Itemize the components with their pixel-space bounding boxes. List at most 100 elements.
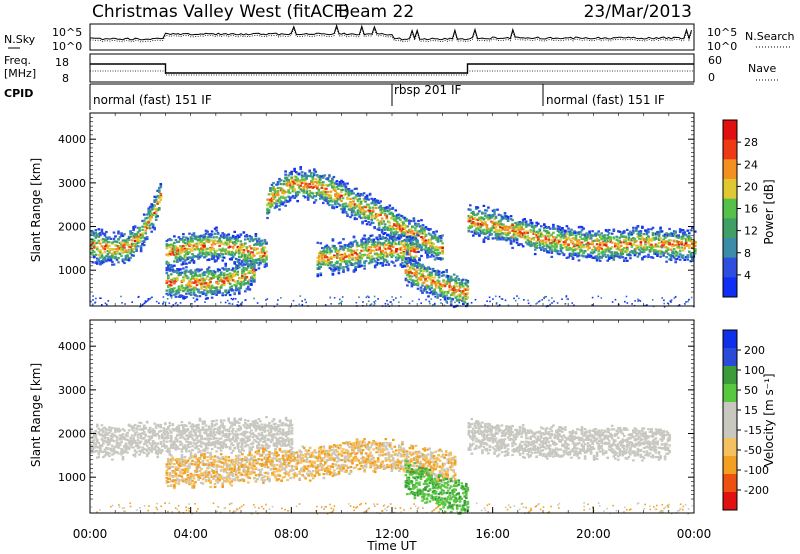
data-cell bbox=[189, 291, 193, 294]
data-cell bbox=[458, 301, 461, 304]
data-cell bbox=[141, 234, 144, 237]
data-cell bbox=[383, 228, 387, 231]
data-cell bbox=[570, 228, 573, 231]
data-cell bbox=[396, 214, 399, 217]
data-cell bbox=[377, 206, 381, 209]
data-cell bbox=[559, 236, 563, 239]
data-cell bbox=[168, 269, 172, 272]
data-cell bbox=[231, 245, 235, 249]
data-cell bbox=[349, 253, 353, 256]
data-cell bbox=[177, 291, 181, 294]
data-cell bbox=[339, 259, 342, 262]
data-cell bbox=[541, 239, 545, 242]
data-cell bbox=[497, 220, 501, 223]
data-cell bbox=[396, 253, 400, 256]
data-cell bbox=[341, 300, 343, 303]
data-cell bbox=[475, 207, 478, 210]
data-cell bbox=[221, 294, 224, 297]
data-cell bbox=[374, 203, 378, 206]
data-cell bbox=[197, 268, 200, 271]
data-cell bbox=[245, 260, 249, 264]
data-cell bbox=[177, 274, 181, 277]
data-cell bbox=[179, 238, 182, 241]
data-cell bbox=[136, 241, 140, 244]
data-cell bbox=[384, 243, 388, 247]
data-cell bbox=[335, 198, 339, 201]
data-cell bbox=[114, 244, 117, 247]
data-cell bbox=[470, 222, 474, 225]
data-cell bbox=[414, 242, 418, 245]
data-cell bbox=[330, 257, 333, 260]
data-cell bbox=[308, 182, 311, 185]
data-cell bbox=[265, 254, 268, 257]
data-cell bbox=[362, 205, 366, 208]
data-cell bbox=[394, 228, 398, 231]
data-cell bbox=[183, 250, 187, 253]
data-cell bbox=[571, 237, 575, 240]
data-cell bbox=[427, 273, 430, 276]
data-cell bbox=[206, 291, 209, 294]
data-cell bbox=[250, 266, 253, 269]
data-cell bbox=[212, 255, 215, 258]
data-cell bbox=[123, 261, 126, 265]
data-cell bbox=[174, 255, 178, 258]
data-cell bbox=[601, 244, 605, 247]
data-cell bbox=[612, 229, 616, 232]
data-cell bbox=[546, 232, 549, 235]
data-cell bbox=[348, 259, 351, 262]
data-cell bbox=[245, 267, 249, 270]
data-cell bbox=[361, 220, 364, 223]
data-cell bbox=[387, 247, 391, 250]
data-cell bbox=[355, 187, 358, 190]
data-cell bbox=[318, 255, 321, 258]
data-cell bbox=[189, 257, 193, 260]
data-cell bbox=[265, 242, 268, 245]
data-cell bbox=[308, 190, 311, 193]
data-cell bbox=[203, 282, 206, 285]
data-cell bbox=[620, 233, 623, 236]
data-cell bbox=[556, 250, 560, 253]
data-cell bbox=[396, 248, 400, 251]
data-cell bbox=[349, 262, 353, 265]
data-cell bbox=[220, 301, 222, 304]
data-cell bbox=[346, 244, 350, 247]
data-cell bbox=[167, 293, 170, 297]
data-cell bbox=[273, 193, 277, 196]
data-cell bbox=[158, 190, 161, 194]
data-cell bbox=[228, 274, 232, 277]
data-cell bbox=[170, 287, 173, 290]
data-cell bbox=[106, 244, 110, 247]
data-cell bbox=[535, 246, 538, 249]
data-cell bbox=[102, 256, 105, 259]
data-cell bbox=[340, 245, 344, 248]
data-cell bbox=[224, 289, 227, 292]
data-cell bbox=[273, 191, 277, 194]
data-cell bbox=[253, 297, 255, 300]
data-cell bbox=[617, 230, 620, 233]
data-cell bbox=[299, 181, 302, 184]
data-cell bbox=[310, 175, 313, 178]
data-cell bbox=[440, 291, 444, 294]
data-cell bbox=[292, 299, 295, 302]
data-cell bbox=[221, 259, 224, 262]
data-cell bbox=[180, 285, 184, 288]
data-cell bbox=[322, 184, 325, 187]
data-cell bbox=[558, 253, 561, 256]
data-cell bbox=[111, 254, 114, 257]
data-cell bbox=[334, 200, 337, 203]
data-cell bbox=[363, 262, 366, 265]
data-cell bbox=[239, 286, 243, 290]
data-cell bbox=[487, 214, 490, 217]
data-cell bbox=[361, 241, 365, 244]
data-cell bbox=[242, 245, 246, 248]
data-cell bbox=[591, 239, 594, 243]
data-cell bbox=[653, 249, 656, 252]
data-cell bbox=[515, 231, 519, 234]
data-cell bbox=[399, 241, 403, 244]
data-cell bbox=[328, 183, 331, 187]
data-cell bbox=[445, 294, 448, 297]
data-cell bbox=[592, 245, 596, 248]
data-cell bbox=[253, 243, 256, 246]
data-cell bbox=[343, 252, 347, 255]
data-cell bbox=[343, 207, 346, 211]
